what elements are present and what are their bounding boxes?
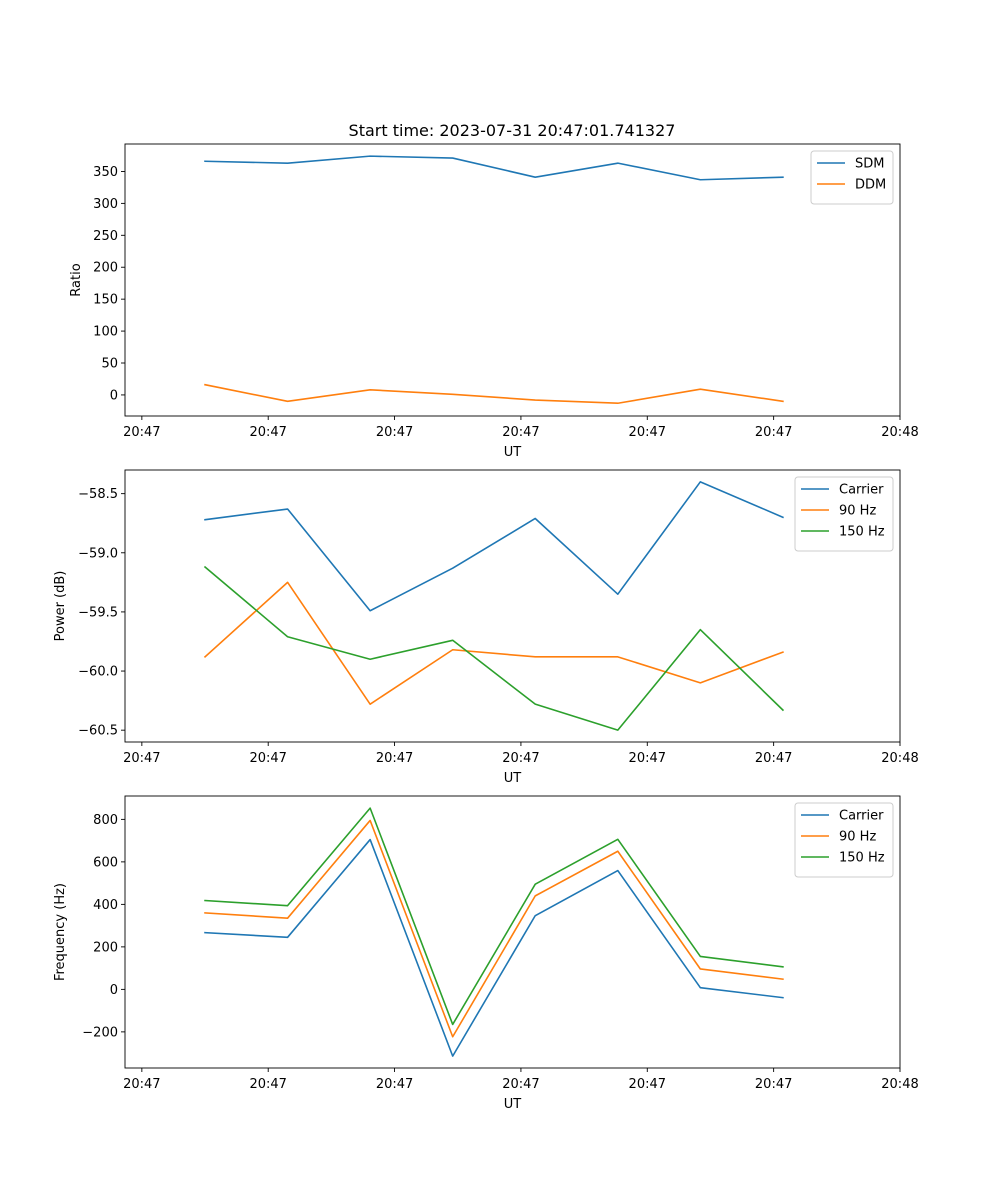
legend: Carrier 90 Hz 150 Hz <box>794 476 894 552</box>
x-tick-label: 20:47 <box>376 425 413 440</box>
legend-box <box>794 802 894 878</box>
y-tick-label: 300 <box>93 197 118 212</box>
y-tick-label: 0 <box>110 983 118 998</box>
x-tick-label: 20:47 <box>755 425 792 440</box>
x-tick-label: 20:47 <box>502 425 539 440</box>
y-axis-label: Ratio <box>69 263 84 296</box>
series-line-90-hz <box>203 581 784 705</box>
x-axis: 20:47 20:47 20:47 20:47 20:47 20:47 20:48 UT <box>123 416 919 460</box>
x-tick-label: 20:47 <box>123 1077 160 1092</box>
axes-frame <box>124 795 901 1069</box>
y-tick-label: −60.0 <box>78 665 118 680</box>
y-tick-label: 100 <box>93 325 118 340</box>
series-line-carrier <box>204 481 784 612</box>
x-axis: 20:47 20:47 20:47 20:47 20:47 20:47 20:48 UT <box>123 1068 919 1112</box>
y-tick-label: −60.5 <box>78 724 118 739</box>
y-axis-label: Power (dB) <box>53 571 68 642</box>
y-axis: −60.5 −60.0 −59.5 −59.0 −58.5 Power (dB) <box>53 487 125 739</box>
y-axis: 0 50 100 150 200 250 300 350 Ratio <box>69 165 125 403</box>
y-tick-label: 150 <box>93 293 118 308</box>
series-line-150-hz <box>204 807 784 1026</box>
y-tick-label: −200 <box>82 1025 118 1040</box>
legend-label-90-hz: 90 Hz <box>839 504 876 519</box>
series-line-sdm <box>204 155 784 181</box>
series-line-150-hz <box>203 565 785 731</box>
x-tick-label: 20:47 <box>249 751 286 766</box>
x-tick-label: 20:47 <box>249 1077 286 1092</box>
y-tick-label: −58.5 <box>78 487 118 502</box>
y-tick-label: 800 <box>93 813 118 828</box>
x-tick-label: 20:47 <box>376 751 413 766</box>
y-tick-label: 50 <box>101 357 118 372</box>
y-tick-label: 350 <box>93 165 118 180</box>
x-tick-label: 20:47 <box>123 425 160 440</box>
legend: Carrier 90 Hz 150 Hz <box>794 802 894 878</box>
x-tick-label: 20:47 <box>502 751 539 766</box>
y-tick-label: −59.5 <box>78 605 118 620</box>
chart-panel-1: 20:47 20:47 20:47 20:47 20:47 20:47 20:48 UT 0 50… <box>69 143 919 460</box>
y-tick-label: 250 <box>93 229 118 244</box>
legend-box <box>810 150 894 205</box>
legend-label-150-hz: 150 Hz <box>839 525 885 540</box>
legend-box <box>794 476 894 552</box>
series-line-90-hz <box>204 819 784 1038</box>
x-tick-label: 20:47 <box>629 425 666 440</box>
x-tick-label: 20:47 <box>502 1077 539 1092</box>
legend-label-150-hz: 150 Hz <box>839 851 885 866</box>
x-tick-label: 20:48 <box>881 751 918 766</box>
y-axis-label: Frequency (Hz) <box>53 883 68 981</box>
x-tick-label: 20:47 <box>755 751 792 766</box>
x-tick-label: 20:47 <box>376 1077 413 1092</box>
x-tick-label: 20:48 <box>881 1077 918 1092</box>
chart-panel-2: 20:47 20:47 20:47 20:47 20:47 20:47 20:48 UT −60… <box>53 469 919 786</box>
y-tick-label: 600 <box>93 855 118 870</box>
axes-frame <box>124 469 901 743</box>
legend-label-ddm: DDM <box>855 178 886 193</box>
legend: SDM DDM <box>810 150 894 205</box>
legend-label-carrier: Carrier <box>839 809 884 824</box>
y-tick-label: 200 <box>93 940 118 955</box>
x-tick-label: 20:47 <box>249 425 286 440</box>
series-line-carrier <box>204 838 784 1057</box>
legend-label-sdm: SDM <box>855 157 884 172</box>
x-tick-label: 20:47 <box>629 751 666 766</box>
legend-label-carrier: Carrier <box>839 483 884 498</box>
x-tick-label: 20:48 <box>881 425 918 440</box>
x-tick-label: 20:47 <box>123 751 160 766</box>
y-tick-label: 0 <box>110 388 118 403</box>
y-axis: −200 0 200 400 600 800 Frequency (Hz) <box>53 813 125 1040</box>
y-tick-label: 200 <box>93 261 118 276</box>
figure-title: Start time: 2023-07-31 20:47:01.741327 <box>349 121 676 140</box>
plot-area <box>204 155 784 405</box>
chart-panel-3: 20:47 20:47 20:47 20:47 20:47 20:47 20:48 UT −20… <box>53 795 919 1112</box>
x-axis-label: UT <box>504 1097 522 1112</box>
y-tick-label: 400 <box>93 898 118 913</box>
legend-label-90-hz: 90 Hz <box>839 830 876 845</box>
plot-area <box>204 807 784 1057</box>
x-axis-label: UT <box>504 445 522 460</box>
series-line-ddm <box>204 383 784 405</box>
y-tick-label: −59.0 <box>78 546 118 561</box>
axes-frame <box>124 143 901 417</box>
plot-area <box>203 481 785 731</box>
x-tick-label: 20:47 <box>755 1077 792 1092</box>
x-axis-label: UT <box>504 771 522 786</box>
charts-container: 20:47 20:47 20:47 20:47 20:47 20:47 20:48 UT 0 50… <box>53 143 919 1112</box>
x-axis: 20:47 20:47 20:47 20:47 20:47 20:47 20:48 UT <box>123 742 919 786</box>
x-tick-label: 20:47 <box>629 1077 666 1092</box>
